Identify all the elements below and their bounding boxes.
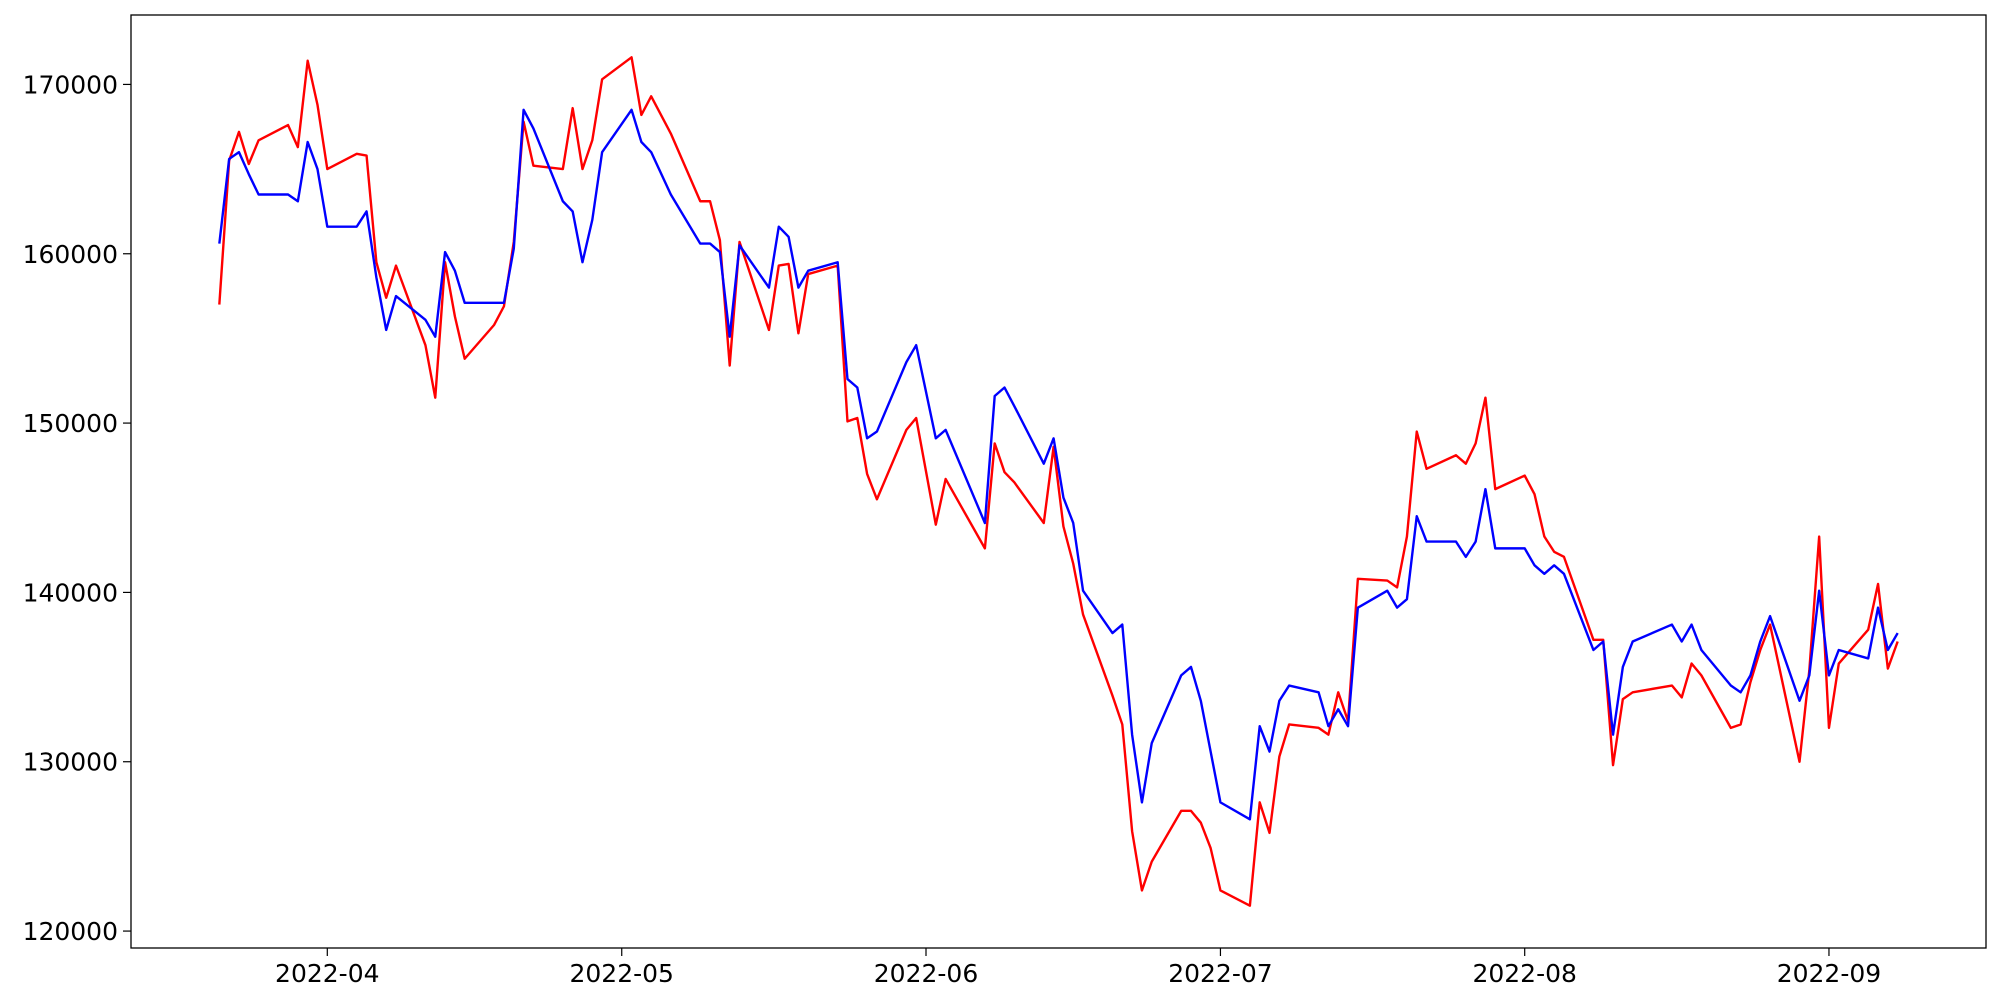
plot-frame <box>130 14 1987 949</box>
x-tick-label: 2022-08 <box>1472 959 1576 988</box>
x-tick-label: 2022-06 <box>874 959 978 988</box>
y-tick-label: 140000 <box>23 578 118 607</box>
series-line <box>218 56 1899 907</box>
y-tick-label: 120000 <box>23 917 118 946</box>
y-tick-label: 170000 <box>23 70 118 99</box>
x-tick-label: 2022-09 <box>1777 959 1881 988</box>
y-tick-label: 160000 <box>23 240 118 269</box>
y-tick-label: 150000 <box>23 409 118 438</box>
y-tick-label: 130000 <box>23 748 118 777</box>
x-tick-label: 2022-05 <box>570 959 674 988</box>
x-tick-label: 2022-07 <box>1168 959 1272 988</box>
x-tick-label: 2022-04 <box>275 959 379 988</box>
series-line <box>218 108 1899 821</box>
